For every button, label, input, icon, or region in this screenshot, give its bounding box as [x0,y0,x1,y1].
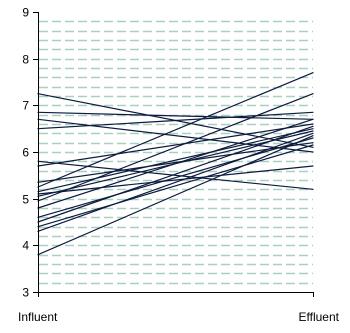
series-line-9 [37,128,314,193]
series-line-18 [37,135,314,256]
series-line-6 [37,123,314,167]
series-line-8 [37,72,314,188]
series-line-17 [37,132,314,232]
series-line-13 [37,118,314,209]
series-line-15 [37,125,314,223]
axes [33,12,314,297]
y-tick-label: 4 [22,239,29,253]
series-line-4 [37,111,314,130]
series-line-10 [37,165,314,195]
y-tick-label: 8 [22,53,29,67]
series-line-3 [37,118,314,153]
y-tick-label: 3 [22,286,29,300]
x-tick-label: Influent [18,310,58,324]
series-line-2 [37,111,314,120]
y-tick-label: 5 [22,193,29,207]
gridlines [39,20,313,285]
y-tick-label: 9 [22,6,29,20]
series-line-14 [37,137,314,218]
y-tick-label: 7 [22,99,29,113]
series-line-5 [37,160,314,190]
series-lines [37,72,314,256]
y-tick-label: 6 [22,146,29,160]
series-line-16 [37,144,314,228]
series-line-12 [37,93,314,202]
tick-labels: 3 4 5 6 7 8 9 Influent Effluent [18,6,340,325]
x-tick-label: Effluent [299,310,340,324]
